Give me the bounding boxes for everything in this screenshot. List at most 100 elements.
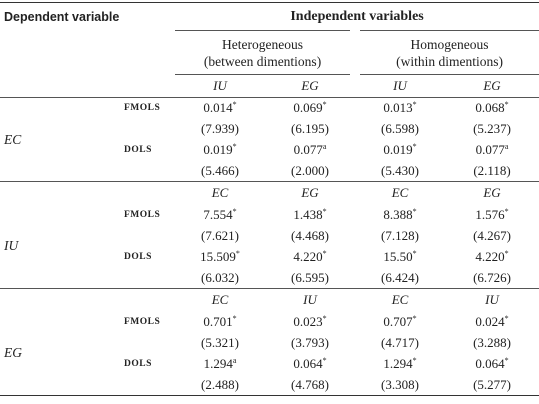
table-row: Dependent variable Independent variables — [0, 2, 539, 31]
coefficient-value: 0.701 — [203, 314, 233, 329]
independent-header-text: Independent variables — [290, 8, 424, 24]
coefficient-value: 1.294 — [383, 356, 413, 371]
coefficient: 1.294a — [175, 354, 265, 375]
coefficient-value: 0.069 — [293, 100, 323, 116]
t-statistic-text: (2.118) — [473, 162, 511, 178]
coefficient: 1.576* — [445, 205, 539, 226]
significance-mark: * — [412, 142, 417, 151]
significance-mark: * — [412, 314, 417, 323]
blank — [110, 119, 175, 140]
significance-mark: * — [504, 207, 509, 216]
t-statistic-text: (7.939) — [201, 121, 239, 136]
t-statistic: (5.466) — [175, 161, 265, 182]
t-statistic: (3.308) — [355, 375, 445, 396]
coefficient: 0.019* — [355, 140, 445, 161]
blank — [110, 226, 175, 247]
column-header: IU — [445, 289, 539, 312]
coefficient-value: 0.019 — [383, 142, 413, 157]
coefficient-value: 1.294 — [203, 356, 233, 371]
t-statistic-text: (4.468) — [291, 228, 329, 243]
t-statistic-text: (5.237) — [473, 121, 511, 136]
table-row: DOLS 1.294a 0.064* 1.294* 0.064* — [0, 354, 539, 375]
t-statistic-text: (6.726) — [473, 269, 511, 285]
significance-mark: * — [232, 142, 237, 151]
t-statistic-text: (4.717) — [381, 335, 419, 350]
table-row: IU EG IU EG — [0, 75, 539, 98]
dependent-label: EG — [0, 312, 110, 396]
group-header-line: Homogeneous — [410, 36, 489, 52]
coefficient: 0.707* — [355, 312, 445, 333]
t-statistic: (6.032) — [175, 268, 265, 289]
significance-mark: a — [232, 356, 237, 365]
column-header-text: IU — [213, 78, 227, 93]
column-header: IU — [265, 289, 355, 312]
significance-mark: * — [504, 356, 509, 365]
table-row: (7.621) (4.468) (7.128) (4.267) — [0, 226, 539, 247]
t-statistic-text: (7.128) — [381, 228, 419, 243]
t-statistic: (7.128) — [355, 226, 445, 247]
table-row: (6.032) (6.595) (6.424) (6.726) — [0, 268, 539, 289]
significance-mark: * — [232, 314, 237, 323]
significance-mark: * — [504, 100, 509, 110]
method-label-text: DOLS — [124, 359, 152, 369]
t-statistic-text: (7.621) — [201, 228, 239, 243]
t-statistic-text: (4.768) — [291, 376, 329, 392]
table-row: Heterogeneous (between dimentions) Homogen… — [0, 30, 539, 75]
table-row: (5.466) (2.000) (5.430) (2.118) — [0, 161, 539, 182]
table-row: DOLS 0.019* 0.077a 0.019* 0.077a — [0, 140, 539, 161]
table-row: DOLS 15.509* 4.220* 15.50* 4.220* — [0, 247, 539, 268]
t-statistic-text: (2.000) — [291, 162, 329, 178]
t-statistic-text: (6.424) — [381, 269, 419, 285]
coefficient-value: 8.388 — [383, 207, 413, 222]
coefficient: 0.014* — [175, 98, 265, 119]
coefficient-value: 0.024 — [475, 314, 505, 329]
coefficient: 4.220* — [445, 247, 539, 268]
coefficient-value: 0.068 — [475, 100, 505, 116]
significance-mark: * — [504, 249, 509, 258]
coefficient-value: 4.220 — [475, 249, 505, 264]
method-label: FMOLS — [110, 205, 175, 226]
coefficient: 15.50* — [355, 247, 445, 268]
significance-mark: * — [412, 249, 417, 258]
t-statistic-text: (3.308) — [381, 376, 419, 392]
significance-mark: * — [412, 356, 417, 365]
coefficient-value: 0.064 — [293, 356, 323, 371]
coefficient: 4.220* — [265, 247, 355, 268]
column-header: EC — [175, 182, 265, 205]
dependent-header-text: Dependent variable — [4, 10, 120, 24]
t-statistic: (2.488) — [175, 375, 265, 396]
t-statistic-text: (3.793) — [291, 335, 329, 350]
table-row: EC FMOLS 0.014* 0.069* 0.013* 0.068* — [0, 98, 539, 146]
t-statistic: (4.717) — [355, 333, 445, 354]
t-statistic: (7.939) — [175, 119, 265, 140]
coefficient: 0.024* — [445, 312, 539, 333]
coefficient: 0.023* — [265, 312, 355, 333]
coefficient-value: 0.014 — [203, 100, 233, 116]
blank — [0, 289, 110, 312]
table-row: (2.488) (4.768) (3.308) (5.277) — [0, 375, 539, 396]
significance-mark: * — [412, 207, 417, 216]
coefficient: 0.013* — [355, 98, 445, 119]
coefficient: 1.294* — [355, 354, 445, 375]
column-header-text: IU — [393, 78, 407, 93]
significance-mark: a — [504, 142, 509, 151]
significance-mark: * — [232, 100, 237, 110]
method-label: DOLS — [110, 140, 175, 161]
table-row: EC IU EC IU — [0, 288, 539, 312]
coefficient: 0.077a — [265, 140, 355, 161]
t-statistic: (6.424) — [355, 268, 445, 289]
column-header-text: EG — [301, 185, 319, 201]
column-header: EG — [445, 75, 539, 98]
t-statistic-text: (5.430) — [381, 162, 419, 178]
coefficient: 0.064* — [445, 354, 539, 375]
coefficient: 0.077a — [445, 140, 539, 161]
method-label-text: FMOLS — [124, 103, 161, 114]
blank — [0, 75, 110, 98]
column-header: EG — [265, 75, 355, 98]
coefficient: 0.068* — [445, 98, 539, 119]
dependent-label: IU — [0, 205, 110, 289]
dependent-label: EC — [0, 98, 110, 182]
t-statistic-text: (6.598) — [381, 121, 419, 136]
coefficient-value: 1.438 — [293, 207, 323, 222]
t-statistic: (2.000) — [265, 161, 355, 182]
